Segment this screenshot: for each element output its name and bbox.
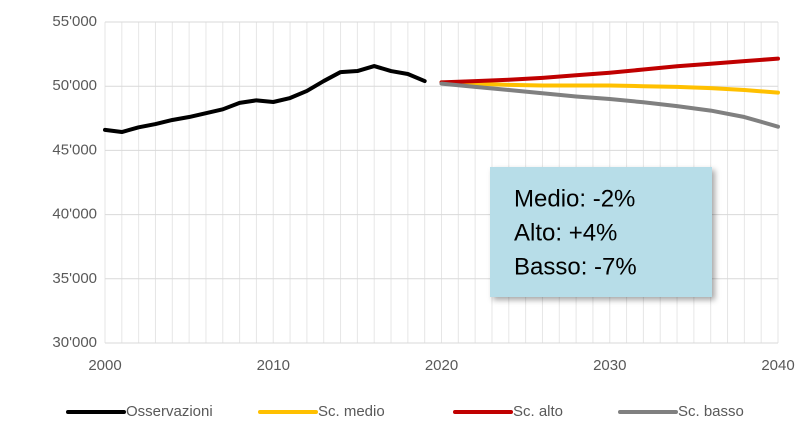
y-tick-label: 55'000 xyxy=(52,13,97,30)
x-tick-label: 2040 xyxy=(761,357,794,374)
y-tick-label: 45'000 xyxy=(52,141,97,158)
legend-label: Osservazioni xyxy=(126,403,213,420)
y-tick-label: 40'000 xyxy=(52,206,97,223)
y-tick-label: 30'000 xyxy=(52,334,97,351)
y-tick-label: 35'000 xyxy=(52,270,97,287)
x-tick-label: 2000 xyxy=(88,357,121,374)
legend-item: Sc. basso xyxy=(618,403,744,420)
data-line xyxy=(439,80,780,95)
legend-label: Sc. alto xyxy=(513,403,563,420)
annotation-box: Medio: -2% Alto: +4% Basso: -7% xyxy=(490,167,712,297)
data-line xyxy=(103,64,427,135)
x-tick-label: 2020 xyxy=(425,357,458,374)
y-tick-label: 50'000 xyxy=(52,77,97,94)
data-line xyxy=(439,81,780,129)
x-tick-label: 2010 xyxy=(257,357,290,374)
x-tick-label: 2030 xyxy=(593,357,626,374)
annotation-text: Alto: +4% xyxy=(514,219,617,246)
legend-label: Sc. basso xyxy=(678,403,744,420)
annotation-text: Medio: -2% xyxy=(514,185,635,212)
annotation-text: Basso: -7% xyxy=(514,253,637,280)
data-line xyxy=(439,56,780,85)
annotation-background xyxy=(490,167,712,297)
legend-item: Sc. medio xyxy=(258,403,385,420)
legend-item: Sc. alto xyxy=(453,403,563,420)
legend-label: Sc. medio xyxy=(318,403,385,420)
legend-item: Osservazioni xyxy=(66,403,213,420)
